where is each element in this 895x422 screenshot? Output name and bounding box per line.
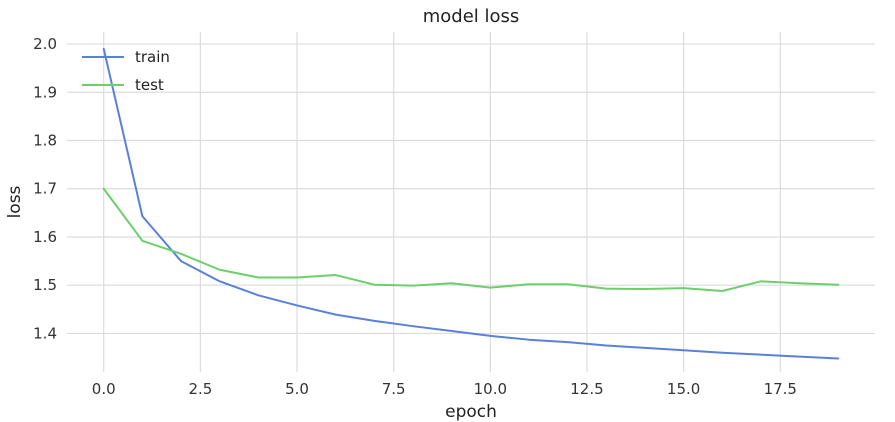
y-tick-label: 1.7 — [33, 180, 57, 198]
legend-label-test: test — [135, 76, 164, 94]
x-tick-label: 2.5 — [188, 380, 212, 398]
x-tick-label: 10.0 — [474, 380, 507, 398]
y-tick-label: 1.9 — [33, 83, 57, 101]
y-tick-label: 2.0 — [33, 35, 57, 53]
legend: train test — [82, 48, 170, 94]
x-tick-label: 0.0 — [92, 380, 116, 398]
legend-label-train: train — [135, 48, 170, 66]
series-line-train — [102, 47, 840, 360]
y-axis-title: loss — [5, 185, 25, 218]
tick-labels: 0.0 2.5 5.0 7.5 10.0 12.5 15.0 17.5 1.4 1.5 1.6 1.7… — [33, 35, 797, 398]
series-lines — [102, 47, 840, 360]
y-tick-label: 1.4 — [33, 324, 57, 342]
y-tick-label: 1.8 — [33, 132, 57, 150]
x-tick-label: 17.5 — [764, 380, 797, 398]
plot-area — [67, 32, 875, 372]
x-axis-title: epoch — [445, 402, 497, 422]
x-tick-label: 12.5 — [570, 380, 603, 398]
x-tick-label: 5.0 — [285, 380, 309, 398]
y-tick-label: 1.5 — [33, 276, 57, 294]
series-line-test — [102, 187, 840, 292]
y-tick-label: 1.6 — [33, 228, 57, 246]
x-tick-label: 15.0 — [667, 380, 700, 398]
chart-title: model loss — [423, 6, 520, 27]
x-tick-label: 7.5 — [382, 380, 406, 398]
